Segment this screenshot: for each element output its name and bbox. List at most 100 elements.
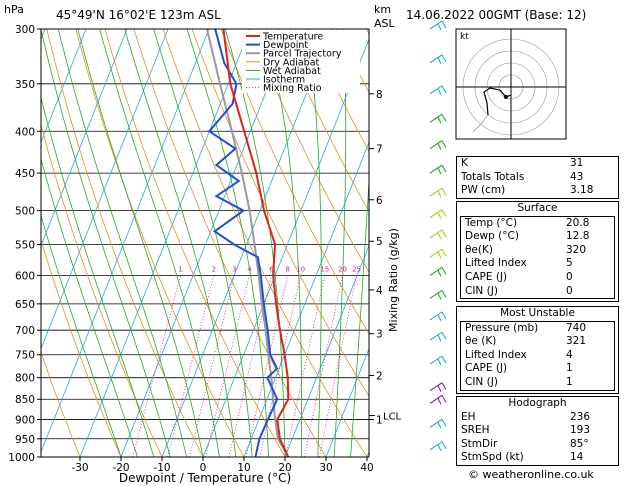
wind-barb-flag <box>441 311 447 320</box>
km-tick-label: 4 <box>376 285 383 297</box>
most-unstable-rows: Pressure (mb) 740 θe (K) 321 Lifted Index 4… <box>460 320 615 391</box>
copyright-footer: © weatheronline.co.uk <box>468 468 594 481</box>
pressure-tick-label: 450 <box>15 168 35 180</box>
mixing-ratio-line <box>167 275 215 457</box>
isotherm-line <box>325 347 369 457</box>
temperature-tick-label: 20 <box>278 462 291 474</box>
mixing-ratio-label: 8 <box>286 265 290 273</box>
wind-barb-flag <box>441 248 447 257</box>
dry-adiabat-line <box>41 238 122 457</box>
wet-adiabat-line <box>41 96 155 457</box>
temperature-tick-label: -30 <box>71 462 88 474</box>
km-tick-label: 1 <box>376 415 383 427</box>
pressure-tick-label: 900 <box>15 415 35 427</box>
wet-adiabat-line <box>77 29 204 457</box>
isotherm-line <box>161 29 333 457</box>
wind-barb-flag <box>437 251 442 259</box>
wet-adiabat-line <box>99 29 220 457</box>
wet-adiabat-line <box>41 29 171 457</box>
index-row: PW (cm) 3.18 <box>461 184 594 197</box>
mixing-ratio-axis-label: Mixing Ratio (g/kg) <box>387 228 400 332</box>
most-unstable-row: θe (K) 321 <box>465 335 587 348</box>
isotherm-line <box>0 29 4 457</box>
wind-barb <box>429 20 443 30</box>
mixing-ratio-label: 6 <box>269 265 274 273</box>
parcel-trajectory-line <box>206 29 290 457</box>
hodograph: kt <box>455 28 567 140</box>
wind-barb-flag <box>437 117 442 124</box>
wind-barb <box>429 85 443 95</box>
wind-barb <box>429 209 443 219</box>
wind-barb-flag <box>441 209 447 217</box>
profiles <box>206 29 290 457</box>
isotherm-line <box>284 244 369 457</box>
legend-entry: Dewpoint <box>263 40 308 51</box>
mixing-ratio-line <box>259 275 301 457</box>
dry-adiabat-line <box>278 29 369 213</box>
wind-barb-flag <box>441 54 447 63</box>
dry-adiabat-line <box>191 29 369 398</box>
wind-barb-flag <box>437 293 442 300</box>
wind-barb-flag <box>441 290 447 298</box>
wind-barb-flag <box>441 20 447 29</box>
wind-barb <box>429 441 443 451</box>
surface-title: Surface <box>517 202 558 214</box>
x-axis-label: Dewpoint / Temperature (°C) <box>119 471 291 485</box>
mixing-ratio-line <box>205 275 250 457</box>
dry-adiabat-line <box>133 29 327 457</box>
wind-barb-flag <box>437 232 442 240</box>
wind-barb-flag <box>437 88 442 96</box>
wet-adiabat-line <box>333 29 347 457</box>
axes: 3003504004505005506006507007508008509009… <box>8 24 401 474</box>
temperature-tick-label: -20 <box>112 462 129 474</box>
hodograph-trace-upper <box>472 114 489 133</box>
indices-table: K 31 Totals Totals 43 PW (cm) 3.18 <box>456 156 619 199</box>
wind-barb-flag <box>441 140 447 148</box>
legend-entry: Mixing Ratio <box>263 83 322 94</box>
wind-barb <box>429 331 443 341</box>
mixing-ratio-line <box>228 275 272 457</box>
wind-barb-flag <box>441 441 447 450</box>
isotherm-line <box>202 37 369 457</box>
wind-barb <box>429 248 443 258</box>
wind-barb-flag <box>441 229 447 238</box>
temperature-tick-label: -10 <box>153 462 170 474</box>
dry-adiabat-line <box>41 350 81 457</box>
asl-label: ASL <box>374 17 396 30</box>
wind-barb <box>429 229 443 239</box>
isotherm-line <box>41 29 210 454</box>
wind-barb-flag <box>437 23 442 31</box>
pressure-tick-label: 800 <box>15 373 35 385</box>
wind-barb-flag <box>437 358 442 366</box>
temperature-tick-label: 30 <box>319 462 332 474</box>
wind-barb-flag <box>441 382 447 391</box>
mixing-ratio-line <box>132 275 181 457</box>
wet-adiabat-line <box>350 173 369 457</box>
pressure-tick-label: 300 <box>15 24 35 36</box>
hpa-label: hPa <box>4 3 24 16</box>
km-tick-label: 8 <box>376 89 383 101</box>
surface-rows: Temp (°C) 20.8 Dewp (°C) 12.8 θe(K) 320 Lif… <box>460 215 615 300</box>
wind-barb-flag <box>437 314 442 322</box>
wind-barb <box>429 355 443 365</box>
wind-barb-flag <box>441 419 447 427</box>
surface-row: Lifted Index 5 <box>465 257 573 270</box>
mixing-ratio-line <box>285 275 326 457</box>
surface-row: θe(K) 320 <box>465 243 587 256</box>
wind-barb-flag <box>441 164 447 173</box>
mixing-ratio-label: 25 <box>352 265 361 273</box>
wet-adiabat-line <box>41 157 138 457</box>
dry-adiabat-line <box>46 29 204 457</box>
mixing-ratio-label: 1 <box>178 265 182 273</box>
pressure-tick-label: 650 <box>15 299 35 311</box>
mixing-ratio-line <box>318 275 357 457</box>
legend-entry: Dry Adiabat <box>263 57 320 68</box>
mixing-ratio-label: 20 <box>338 265 347 273</box>
wind-barb <box>429 311 443 321</box>
hodograph-table-title: Hodograph <box>508 397 567 409</box>
legend-entry: Temperature <box>262 32 323 43</box>
dry-adiabat-line <box>307 29 369 153</box>
mixing-ratio-label: 10 <box>296 265 305 273</box>
wind-barb-flag <box>437 444 442 452</box>
wet-adiabat-line <box>153 29 253 457</box>
